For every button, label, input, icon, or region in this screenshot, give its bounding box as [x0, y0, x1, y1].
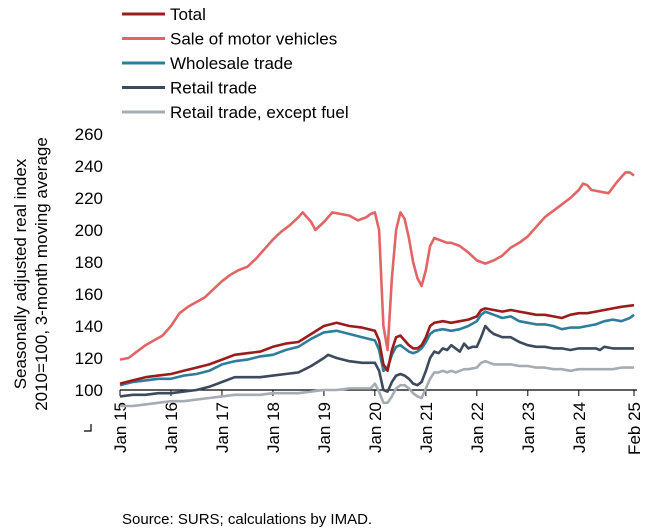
y-tick-label-220: 220: [75, 189, 103, 208]
legend-label-retail-trade-except-fuel: Retail trade, except fuel: [170, 103, 349, 122]
legend-label-wholesale-trade: Wholesale trade: [170, 54, 293, 73]
series-line-retail-trade: [119, 324, 634, 398]
series-line-total: [119, 303, 635, 385]
legend-label-sale-of-motor-vehicles: Sale of motor vehicles: [170, 30, 337, 49]
x-tick-label-10: Feb 25: [625, 402, 644, 455]
series-line-sale-of-motor-vehicles: [119, 171, 635, 361]
y-axis-title-line2: 2010=100, 3-month moving average: [32, 137, 51, 411]
y-axis-title-line1: Seasonally adjusted real index: [11, 158, 30, 389]
x-tick-label-0: Jan 15: [111, 402, 130, 453]
series-line-retail-trade-except-fuel: [120, 359, 634, 408]
x-tick-label-3: Jan 18: [264, 402, 283, 453]
x-axis-ticks: Jan 15 Jan 16 Jan 17 Jan 18 Jan 19 Jan 20 Jan …: [111, 390, 644, 455]
y-tick-label-200: 200: [75, 221, 103, 240]
series-lines: [119, 171, 635, 408]
series-line-wholesale-trade: [119, 310, 635, 387]
x-tick-label-1: Jan 16: [162, 402, 181, 453]
y-tick-label-260: 260: [75, 125, 103, 144]
x-tick-label-9: Jan 24: [570, 402, 589, 453]
x-tick-label-5: Jan 20: [366, 402, 385, 453]
y-tick-label-120: 120: [75, 349, 103, 368]
y-axis-ticks: 100 120 140 160 180 200 220 240 260: [75, 125, 103, 400]
x-tick-label-8: Jan 23: [519, 402, 538, 453]
legend: Total Sale of motor vehicles Wholesale tra…: [122, 5, 349, 122]
x-tick-label-2: Jan 17: [213, 402, 232, 453]
y-tick-label-140: 140: [75, 317, 103, 336]
y-axis-title: Seasonally adjusted real index 2010=100,…: [11, 137, 51, 411]
legend-label-retail-trade: Retail trade: [170, 79, 257, 98]
x-tick-label-6: Jan 21: [417, 402, 436, 453]
y-tick-label-100: 100: [75, 381, 103, 400]
y-tick-label-180: 180: [75, 253, 103, 272]
y-tick-label-160: 160: [75, 285, 103, 304]
source-note: Source: SURS; calculations by IMAD.: [122, 511, 372, 528]
legend-label-total: Total: [170, 5, 206, 24]
x-tick-label-7: Jan 22: [468, 402, 487, 453]
y-tick-label-240: 240: [75, 157, 103, 176]
axis-break-marker: [84, 424, 92, 432]
x-tick-label-4: Jan 19: [315, 402, 334, 453]
